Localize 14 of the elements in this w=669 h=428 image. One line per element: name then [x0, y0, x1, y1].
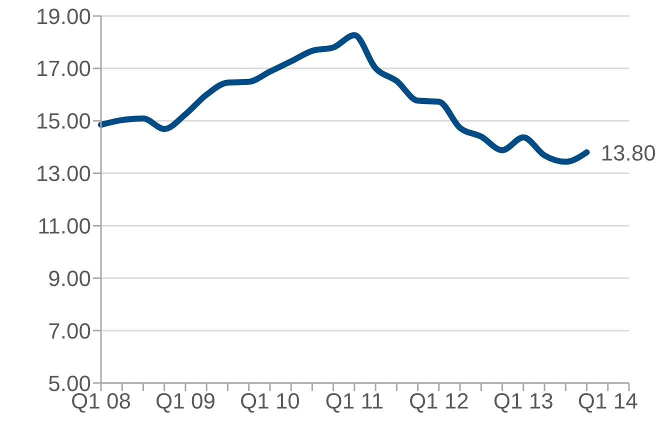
y-tick-label: 13.00 — [36, 161, 91, 186]
y-tick-label: 15.00 — [36, 108, 91, 134]
y-tick-label: 9.00 — [48, 266, 91, 291]
y-tick-label: 7.00 — [48, 318, 91, 344]
x-tick-label: Q1 10 — [240, 388, 300, 414]
y-tick-label: 11.00 — [38, 214, 91, 239]
x-tick-label: Q1 14 — [578, 388, 638, 414]
data-label: 13.80 — [600, 140, 656, 166]
x-tick-label: Q1 13 — [493, 388, 554, 414]
x-tick-label: Q1 12 — [408, 388, 469, 414]
y-tick-label: 17.00 — [36, 56, 91, 82]
x-tick-label: Q1 11 — [325, 388, 384, 414]
x-tick-label: Q1 09 — [156, 388, 216, 414]
y-tick-label: 19.00 — [36, 4, 91, 29]
